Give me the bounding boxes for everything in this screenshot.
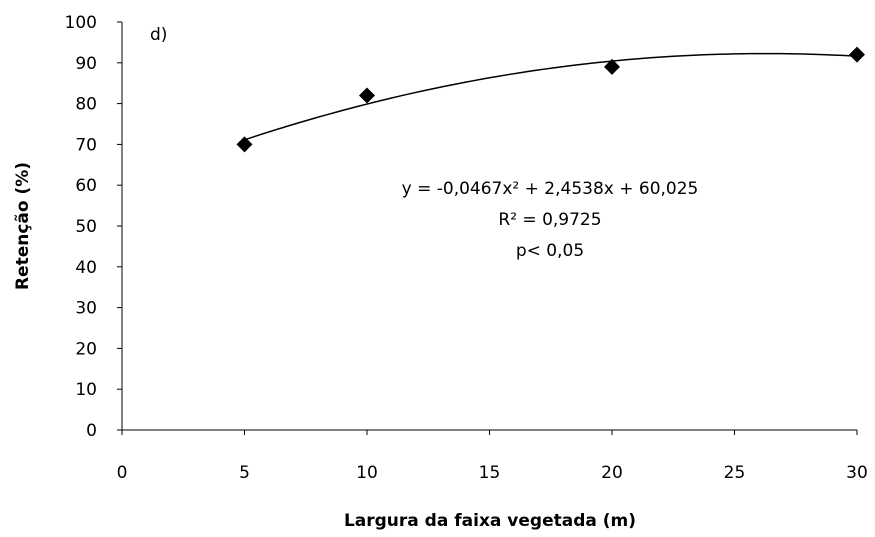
p-value-label: p< 0,05 xyxy=(516,241,584,261)
x-tick-label: 30 xyxy=(846,463,868,483)
data-point xyxy=(359,87,375,104)
y-tick-label: 10 xyxy=(75,380,97,400)
y-tick-label: 20 xyxy=(75,339,97,359)
axes xyxy=(121,22,857,431)
data-point xyxy=(604,58,620,75)
y-tick-label: 90 xyxy=(75,54,97,74)
x-tick-label: 20 xyxy=(601,463,623,483)
y-tick-label: 100 xyxy=(65,13,97,33)
x-tick-label: 0 xyxy=(117,463,128,483)
x-tick-label: 25 xyxy=(724,463,746,483)
y-tick-label: 30 xyxy=(75,299,97,319)
y-tick-label: 40 xyxy=(75,258,97,278)
y-tick-label: 60 xyxy=(75,176,97,196)
y-ticks: 0 10 20 30 40 50 60 70 80 90 100 xyxy=(65,13,122,441)
equation-label: y = -0,0467x² + 2,4538x + 60,025 xyxy=(402,179,699,199)
y-tick-label: 80 xyxy=(75,95,97,115)
data-point xyxy=(236,136,253,153)
trendline xyxy=(244,52,858,141)
y-tick-label: 50 xyxy=(75,217,97,237)
r-squared-label: R² = 0,9725 xyxy=(498,210,601,230)
x-tick-label: 15 xyxy=(479,463,501,483)
x-ticks: 0 5 10 15 20 25 30 xyxy=(117,430,868,483)
x-axis-title: Largura da faixa vegetada (m) xyxy=(344,511,636,531)
y-tick-label: 0 xyxy=(86,421,97,441)
data-points xyxy=(236,46,865,153)
x-tick-label: 10 xyxy=(356,463,378,483)
y-tick-label: 70 xyxy=(75,135,97,155)
data-point xyxy=(849,46,865,63)
y-axis-title: Retenção (%) xyxy=(13,162,33,290)
panel-label: d) xyxy=(150,25,167,45)
x-tick-label: 5 xyxy=(239,463,250,483)
